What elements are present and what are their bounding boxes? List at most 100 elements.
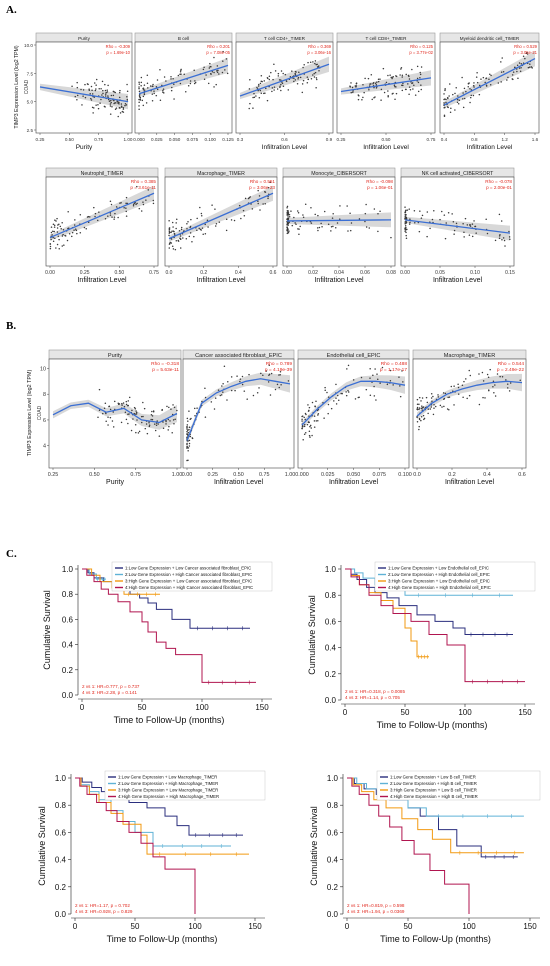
data-point [473,220,475,222]
data-point [230,389,233,392]
data-point [49,247,52,250]
data-point [447,211,450,214]
data-point [447,97,449,100]
data-point [422,414,425,417]
data-point [486,373,489,376]
data-point [187,85,190,87]
data-point [85,228,87,230]
data-point [290,210,292,212]
legend-label: 2:Low Gene Expression + High B cell_TIME… [390,781,477,786]
data-point [286,207,288,209]
y-tick-label: 0.0 [325,696,337,705]
data-point [152,410,155,412]
data-point [50,238,52,241]
y-tick-label: 0.8 [62,590,74,599]
data-point [437,394,439,396]
scatter-panel: Myeloid dendritic cell_TIMER Rho = 0.529p… [439,32,540,151]
legend-label: 2:Low Gene Expression + High Endothelial… [388,572,490,577]
data-point [202,233,204,236]
y-tick-label: 0.6 [325,617,337,626]
x-tick-label: 1.00 [124,137,133,142]
data-point [286,205,289,208]
data-point [482,380,485,382]
data-point [405,226,407,229]
data-point [258,97,261,99]
data-point [313,426,316,428]
data-point [315,400,317,402]
x-axis-label: Infiltration Level [77,277,126,284]
data-point [208,67,211,69]
data-point [95,88,97,90]
data-point [454,92,456,95]
data-point [340,392,342,395]
data-point [321,226,323,228]
data-point [122,108,125,110]
x-tick-label: 0.00 [282,270,292,276]
data-point [441,210,443,213]
data-point [280,83,282,86]
y-axis-label: Cumulative Survival [307,595,317,675]
data-point [93,82,96,84]
data-point [173,83,175,85]
x-axis-label: Time to Follow-Up (months) [377,720,488,730]
data-point [179,235,182,237]
data-point [100,88,102,90]
data-point [478,93,481,96]
data-point [462,92,464,94]
data-point [79,231,82,234]
x-axis-label: Time to Follow-Up (months) [114,715,225,725]
data-point [89,216,91,218]
legend-label: 4:High Gene Expression + High B cell_TIM… [390,794,478,799]
data-point [411,82,414,84]
y-tick-label: 0.6 [327,828,339,837]
data-point [76,86,79,89]
hazard-ratio-label: 2 vs 1: HR=0.777, p = 0.737 [82,684,140,689]
data-point [222,382,224,385]
data-point [168,228,171,230]
data-point [365,388,368,391]
panel-label-a: A. [6,4,17,16]
data-point [264,202,266,205]
data-point [286,218,288,220]
data-point [387,90,389,92]
data-point [362,96,364,99]
data-point [213,56,215,59]
y-tick-label: 0.0 [62,691,74,700]
data-point [121,110,124,113]
data-point [260,92,263,95]
data-point [289,75,292,78]
data-point [421,405,423,407]
data-point [431,218,434,221]
data-point [332,212,334,215]
data-point [489,84,492,86]
data-point [142,201,144,203]
data-point [431,400,433,402]
data-point [315,420,318,422]
data-point [130,429,133,432]
data-point [511,78,514,80]
data-point [286,223,289,225]
data-point [145,102,148,104]
data-point [310,222,313,224]
data-point [125,400,128,403]
y-tick-label: 1.0 [62,565,74,574]
y-tick-label: 0.2 [62,666,74,675]
x-tick-label: 0.25 [36,137,45,142]
data-point [73,229,75,231]
data-point [221,385,223,387]
data-point [117,216,119,219]
data-point [91,106,94,109]
data-point [390,236,392,239]
data-point [411,68,413,71]
data-point [516,64,519,66]
data-point [54,219,56,221]
data-point [391,77,393,80]
data-point [138,90,141,93]
x-tick-label: 50 [404,922,413,931]
data-point [430,397,433,399]
x-tick-label: 0.125 [222,137,234,142]
data-point [301,83,304,85]
data-point [457,102,460,105]
data-point [413,84,415,86]
